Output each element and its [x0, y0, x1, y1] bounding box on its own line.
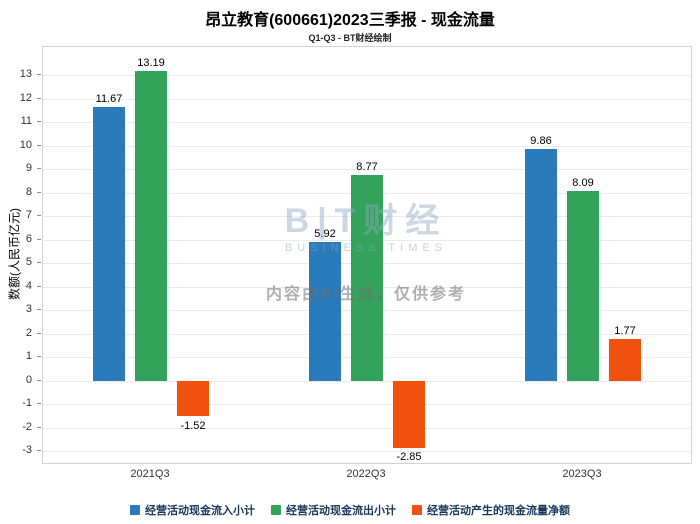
gridline	[43, 451, 691, 453]
legend: 经营活动现金流入小计 经营活动现金流出小计 经营活动产生的现金流量净额	[0, 502, 700, 518]
legend-item: 经营活动现金流出小计	[271, 502, 396, 518]
bar	[135, 70, 167, 381]
y-tick-label: 8	[25, 185, 32, 198]
y-tick-label: -3	[22, 444, 32, 457]
x-tick-label: 2021Q3	[130, 468, 170, 480]
y-tick-mark	[37, 191, 41, 193]
y-tick-label: 1	[25, 350, 32, 363]
plot-area: 11.67 13.19 -1.52 5.92 8.77 -2.85 9.86 8.09 1.77	[42, 46, 692, 464]
bar-value-label: 9.86	[530, 135, 552, 147]
chart-subtitle: Q1-Q3 - BT财经绘制	[308, 33, 392, 43]
y-tick-mark	[37, 356, 41, 358]
legend-label: 经营活动现金流入小计	[145, 505, 255, 517]
legend-swatch-icon	[412, 505, 422, 515]
legend-item: 经营活动产生的现金流量净额	[412, 502, 570, 518]
bar	[393, 380, 425, 448]
legend-label: 经营活动现金流出小计	[286, 505, 396, 517]
y-tick-mark	[37, 426, 41, 428]
legend-item: 经营活动现金流入小计	[130, 502, 255, 518]
legend-swatch-icon	[130, 505, 140, 515]
legend-label: 经营活动产生的现金流量净额	[427, 505, 570, 517]
gridline	[43, 404, 691, 406]
y-tick-label: 9	[25, 162, 32, 175]
y-tick-mark	[37, 262, 41, 264]
y-tick-label: 4	[25, 279, 32, 292]
y-tick-label: 5	[25, 256, 32, 269]
x-tick-label: 2023Q3	[562, 468, 602, 480]
y-tick-label: 11	[20, 115, 32, 128]
y-tick-label: 10	[19, 138, 32, 151]
y-tick-mark	[37, 379, 41, 381]
y-tick-mark	[37, 285, 41, 287]
y-tick-label: 0	[25, 373, 32, 386]
legend-swatch-icon	[271, 505, 281, 515]
bar-value-label: 5.92	[314, 227, 336, 240]
y-tick-label: 7	[25, 209, 32, 222]
bar-value-label: 1.77	[614, 325, 636, 338]
gridline	[43, 427, 691, 429]
y-tick-mark	[37, 144, 41, 146]
y-axis: -3 -2 -1 0 1 2 3 4 5 6 7 8 9 10 11 12 13	[0, 46, 42, 462]
bar-value-label: 13.19	[137, 56, 165, 69]
y-tick-mark	[37, 309, 41, 311]
y-tick-label: -1	[22, 397, 32, 410]
gridline	[43, 122, 691, 124]
y-tick-mark	[37, 121, 41, 123]
bar-value-label: 8.09	[572, 176, 594, 189]
y-tick-mark	[37, 168, 41, 170]
x-axis: 2021Q3 2022Q3 2023Q3	[42, 468, 690, 484]
x-tick-label: 2022Q3	[346, 468, 386, 480]
bar	[177, 380, 209, 417]
y-tick-label: 13	[19, 68, 32, 81]
gridline	[43, 75, 691, 77]
bar	[309, 241, 341, 381]
y-tick-label: -2	[22, 420, 32, 433]
bar	[525, 149, 557, 381]
bar	[351, 174, 383, 381]
bar-value-label: -2.85	[396, 450, 422, 463]
bar	[609, 339, 641, 381]
y-tick-label: 3	[25, 303, 32, 316]
bar-value-label: -1.52	[180, 419, 206, 432]
y-tick-mark	[37, 332, 41, 334]
y-tick-label: 12	[19, 91, 32, 104]
gridline	[43, 98, 691, 100]
bar-value-label: 11.67	[95, 92, 123, 105]
y-tick-mark	[37, 403, 41, 405]
gridline	[43, 145, 691, 147]
bar	[93, 106, 125, 381]
gridline	[43, 169, 691, 171]
bar-value-label: 8.77	[356, 160, 378, 173]
y-tick-label: 6	[25, 232, 32, 245]
y-tick-mark	[37, 215, 41, 217]
bar	[567, 190, 599, 381]
gridline	[43, 380, 691, 382]
y-tick-mark	[37, 74, 41, 76]
chart-title: 昂立教育(600661)2023三季报 - 现金流量	[205, 12, 495, 29]
y-tick-mark	[37, 450, 41, 452]
y-tick-mark	[37, 238, 41, 240]
y-tick-mark	[37, 97, 41, 99]
y-tick-label: 2	[25, 326, 32, 339]
